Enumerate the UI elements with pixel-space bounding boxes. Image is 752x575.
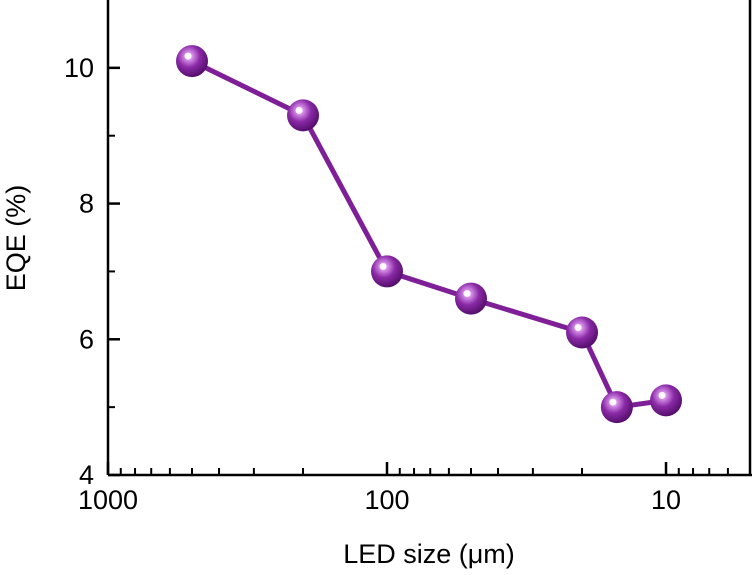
y-axis-ticks — [108, 66, 120, 477]
y-tick-label: 6 — [79, 324, 94, 354]
marker-sphere — [600, 391, 633, 424]
marker-sphere — [650, 384, 683, 417]
marker-highlight — [463, 290, 471, 298]
y-tick-label: 8 — [79, 189, 94, 219]
x-axis-ticks — [106, 462, 729, 475]
marker-sphere — [566, 316, 599, 349]
marker-highlight — [184, 52, 192, 60]
y-tick-label: 4 — [79, 460, 94, 490]
marker-highlight — [574, 324, 582, 331]
series-line — [189, 58, 669, 410]
x-tick-labels: 1000 100 10 — [78, 485, 681, 515]
x-axis-title: LED size (μm) — [343, 539, 515, 569]
data-point-marker — [454, 282, 487, 315]
x-tick-label: 10 — [651, 485, 681, 515]
y-axis-title: EQE (%) — [1, 185, 31, 292]
data-point-marker — [600, 391, 633, 424]
data-point-marker — [566, 316, 599, 349]
data-point-marker — [650, 384, 683, 417]
data-point-marker — [175, 45, 208, 78]
series-group — [175, 45, 683, 424]
y-tick-labels: 4 6 8 10 — [64, 53, 94, 490]
x-tick-label: 100 — [364, 485, 409, 515]
marker-sphere — [287, 99, 320, 132]
marker-highlight — [658, 391, 666, 399]
marker-highlight — [295, 106, 303, 114]
marker-sphere — [175, 45, 208, 78]
marker-highlight — [379, 262, 387, 270]
x-tick-label: 1000 — [78, 485, 138, 515]
data-point-marker — [287, 99, 320, 132]
marker-sphere — [371, 255, 404, 288]
marker-highlight — [609, 398, 617, 406]
marker-sphere — [454, 282, 487, 315]
y-tick-label: 10 — [64, 53, 94, 83]
data-point-marker — [371, 255, 404, 288]
